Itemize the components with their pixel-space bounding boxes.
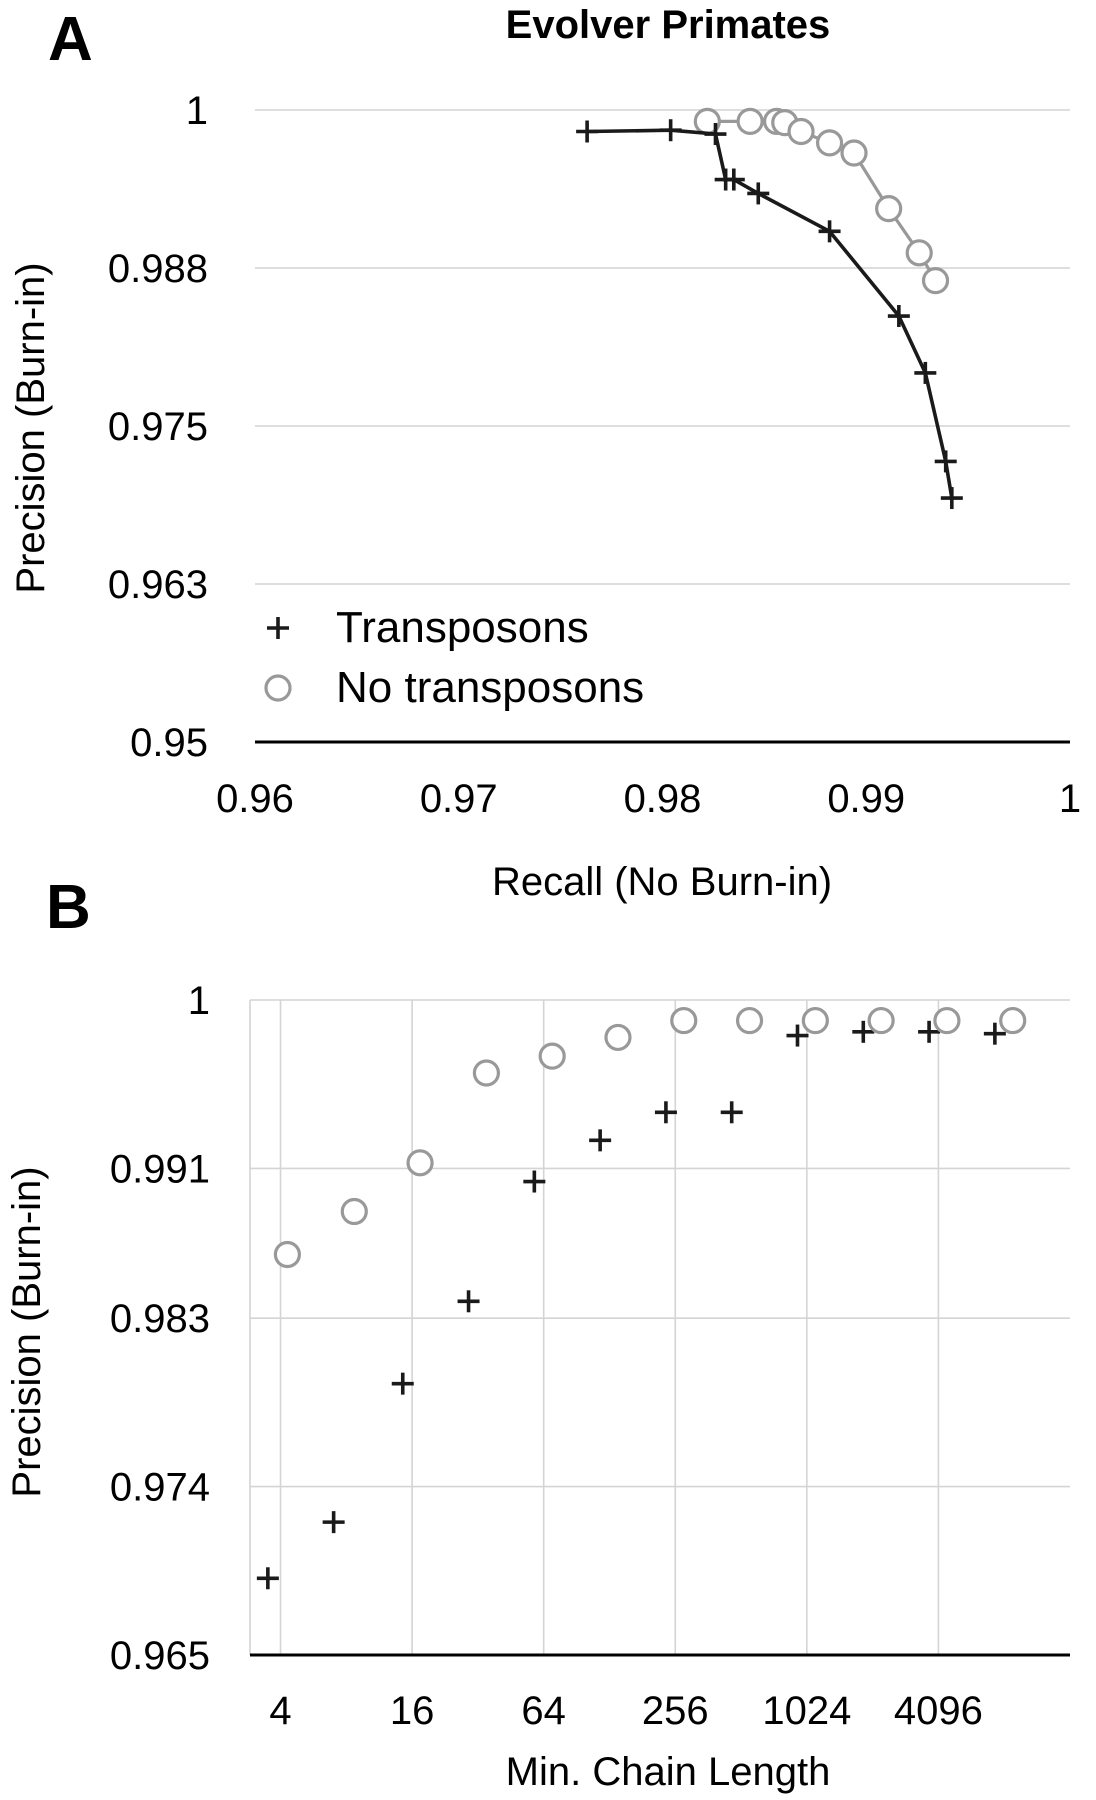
point-no-transposons bbox=[801, 1006, 829, 1035]
panel-a-legend: Transposons No transposons bbox=[264, 603, 644, 712]
legend-circle-marker-icon bbox=[264, 674, 292, 702]
point-transposons bbox=[887, 305, 910, 328]
point-transposons bbox=[523, 1170, 546, 1193]
panel-a-x-tick-label: 1 bbox=[1059, 777, 1081, 821]
panel-b-letter: B bbox=[46, 873, 91, 942]
panel-a-y-tick-label: 0.975 bbox=[108, 405, 208, 449]
panel-a-x-label: Recall (No Burn-in) bbox=[492, 860, 832, 904]
legend-plus-marker bbox=[267, 617, 289, 639]
point-no-transposons bbox=[999, 1006, 1027, 1035]
panel-b-x-tick-label: 4 bbox=[269, 1689, 291, 1733]
point-no-transposons bbox=[815, 129, 844, 157]
point-transposons bbox=[256, 1567, 279, 1590]
panel-a-gridlines bbox=[255, 109, 1070, 585]
panel-a-y-tick-label: 0.963 bbox=[108, 563, 208, 607]
point-no-transposons bbox=[875, 194, 903, 223]
point-transposons bbox=[852, 1020, 875, 1043]
panel-a-title: Evolver Primates bbox=[506, 3, 831, 47]
point-transposons bbox=[786, 1024, 809, 1047]
point-transposons bbox=[720, 1101, 743, 1124]
panel-a-x-tick-label: 0.99 bbox=[827, 777, 905, 821]
point-transposons bbox=[457, 1290, 480, 1313]
panel-a-y-label: Precision (Burn-in) bbox=[9, 262, 53, 593]
legend-circle-marker bbox=[264, 674, 292, 702]
point-no-transposons bbox=[905, 239, 933, 267]
panel-b-y-tick-label: 0.983 bbox=[110, 1297, 210, 1341]
point-no-transposons bbox=[538, 1042, 566, 1070]
point-transposons bbox=[576, 120, 599, 143]
panel-b-x-tick-label: 16 bbox=[390, 1689, 435, 1733]
point-transposons bbox=[747, 182, 770, 205]
panel-a-ticks: 0.95 0.963 0.975 0.988 1 0.96 0.97 0.98 0.99 1 bbox=[108, 89, 1081, 821]
point-transposons bbox=[704, 123, 727, 146]
panel-b-y-tick-label: 0.965 bbox=[110, 1634, 210, 1678]
point-no-transposons bbox=[670, 1006, 698, 1035]
panel-b-plot-area bbox=[256, 1006, 1027, 1590]
point-transposons bbox=[918, 1020, 941, 1043]
panel-b-ticks: 4 16 64 256 1024 4096 0.965 0.974 0.983 0.991 1 bbox=[110, 979, 983, 1733]
panel-b-x-tick-label: 64 bbox=[521, 1689, 566, 1733]
panel-b-x-tick-label: 256 bbox=[642, 1689, 709, 1733]
point-transposons bbox=[983, 1022, 1006, 1045]
point-transposons bbox=[589, 1129, 612, 1152]
point-no-transposons bbox=[736, 107, 764, 135]
panel-a-letter: A bbox=[48, 5, 93, 74]
panel-a-x-tick-label: 0.98 bbox=[624, 777, 702, 821]
panel-a-x-tick-label: 0.97 bbox=[420, 777, 498, 821]
point-no-transposons bbox=[604, 1023, 632, 1052]
point-transposons bbox=[654, 1101, 677, 1124]
point-no-transposons bbox=[933, 1006, 961, 1035]
panel-b-y-label: Precision (Burn-in) bbox=[5, 1166, 49, 1497]
point-transposons bbox=[322, 1511, 345, 1534]
point-no-transposons bbox=[273, 1240, 301, 1269]
point-no-transposons bbox=[867, 1006, 895, 1035]
panel-b-y-tick-label: 0.991 bbox=[110, 1147, 210, 1191]
point-no-transposons bbox=[787, 117, 815, 146]
point-no-transposons bbox=[840, 139, 868, 167]
point-no-transposons bbox=[921, 267, 950, 295]
panel-b-x-label: Min. Chain Length bbox=[506, 1750, 831, 1794]
legend-plus-marker-icon bbox=[267, 617, 289, 639]
panel-b-gridlines bbox=[249, 999, 1070, 1655]
panel-b-x-tick-label: 4096 bbox=[894, 1689, 983, 1733]
panel-a-plot-area bbox=[576, 107, 963, 510]
panel-b-y-tick-label: 1 bbox=[188, 979, 210, 1023]
point-no-transposons bbox=[735, 1006, 764, 1035]
panel-a-x-tick-label: 0.96 bbox=[216, 777, 294, 821]
point-transposons bbox=[818, 220, 841, 243]
point-no-transposons bbox=[340, 1197, 368, 1226]
point-no-transposons bbox=[406, 1149, 434, 1177]
point-transposons bbox=[722, 168, 745, 191]
panel-a-y-tick-label: 1 bbox=[186, 89, 208, 133]
point-transposons bbox=[934, 450, 957, 473]
point-no-transposons bbox=[472, 1059, 500, 1087]
legend-transposons-label: Transposons bbox=[336, 603, 589, 652]
point-transposons bbox=[659, 119, 682, 142]
panel-b-x-tick-label: 1024 bbox=[762, 1689, 851, 1733]
point-transposons bbox=[914, 361, 937, 384]
point-transposons bbox=[940, 487, 963, 510]
panel-b-y-tick-label: 0.974 bbox=[110, 1466, 210, 1510]
panel-a-y-tick-label: 0.95 bbox=[130, 721, 208, 765]
panel-a-y-tick-label: 0.988 bbox=[108, 247, 208, 291]
legend-no-transposons-label: No transposons bbox=[336, 663, 644, 712]
point-transposons bbox=[391, 1372, 414, 1395]
